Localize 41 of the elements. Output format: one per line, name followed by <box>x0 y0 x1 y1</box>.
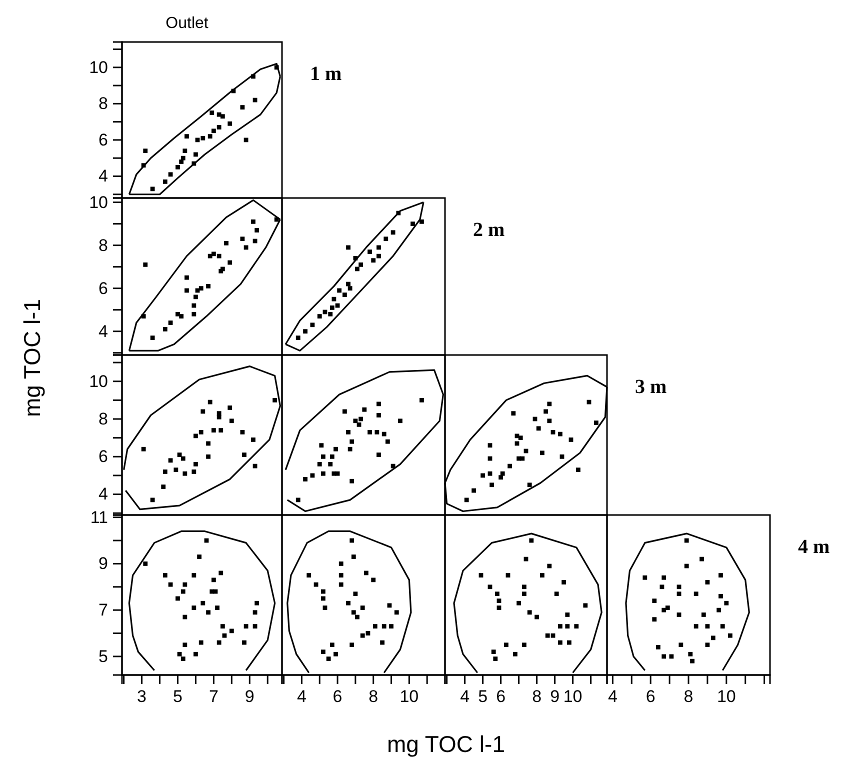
x-tick-label: 8 <box>532 687 542 706</box>
x-tick-label: 9 <box>550 687 560 706</box>
x-tick-label: 5 <box>478 687 488 706</box>
y-tick-label: 8 <box>98 236 108 255</box>
y-tick-label: 10 <box>89 58 108 77</box>
text: 4 m <box>798 536 830 558</box>
x-axis-title: mg TOC l-1 <box>386 731 506 757</box>
text: 1 m <box>310 63 342 85</box>
x-tick-label: 4 <box>296 687 306 706</box>
x-tick-label: 3 <box>137 687 147 706</box>
x-tick-label: 5 <box>172 687 182 706</box>
y-tick-label: 5 <box>98 646 108 666</box>
y-tick-label: 10 <box>89 192 108 212</box>
x-tick-label: 8 <box>368 687 378 706</box>
x-tick-label: 10 <box>563 687 582 706</box>
y-tick-label: 4 <box>98 322 108 341</box>
y-tick-label: 4 <box>98 484 108 504</box>
y-tick-label: 6 <box>98 130 108 150</box>
y-tick-label: 9 <box>98 554 108 574</box>
x-tick-label: 9 <box>244 687 254 706</box>
text: 2 m <box>473 219 505 241</box>
y-tick-label: 8 <box>98 94 108 114</box>
x-tick-label: 6 <box>332 687 342 706</box>
y-tick-label: 6 <box>98 278 108 298</box>
x-tick-label: 7 <box>208 687 218 706</box>
x-tick-label: 6 <box>496 687 506 706</box>
y-tick-label: 11 <box>90 508 108 527</box>
text: 3 m <box>635 376 667 398</box>
x-tick-label: 10 <box>400 687 419 706</box>
x-tick-label: 4 <box>460 687 470 706</box>
x-tick-label: 6 <box>646 687 656 706</box>
x-tick-label: 8 <box>684 687 694 706</box>
y-tick-label: 8 <box>98 409 108 428</box>
x-tick-label: 10 <box>716 687 736 706</box>
y-tick-label: 10 <box>89 372 108 391</box>
y-tick-label: 6 <box>98 447 108 466</box>
y-tick-label: 4 <box>98 166 108 186</box>
chart-title: Outlet <box>166 15 209 32</box>
y-axis-title: mg TOC l-1 <box>19 298 45 418</box>
y-tick-label: 7 <box>98 600 108 620</box>
x-tick-label: 4 <box>608 687 618 706</box>
